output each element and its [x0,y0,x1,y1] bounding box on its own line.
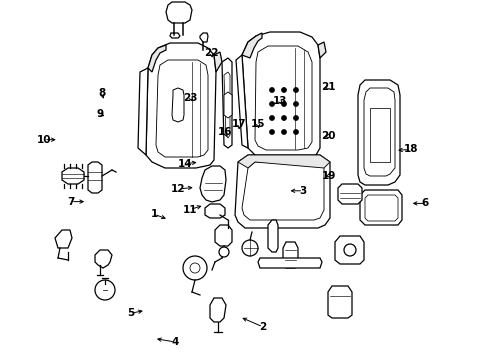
Text: 15: 15 [250,119,265,129]
Polygon shape [236,55,247,148]
Text: 4: 4 [171,337,179,347]
Circle shape [190,263,200,273]
Polygon shape [222,58,231,148]
Text: 16: 16 [217,127,232,138]
Circle shape [281,130,286,135]
Polygon shape [165,2,192,23]
Text: 14: 14 [177,159,192,169]
Circle shape [293,87,298,93]
Polygon shape [359,190,401,225]
Polygon shape [363,88,394,176]
Polygon shape [254,46,311,150]
Polygon shape [170,33,180,38]
Text: 13: 13 [272,96,286,106]
Polygon shape [172,88,183,122]
Polygon shape [242,162,324,220]
Text: 6: 6 [421,198,428,208]
Polygon shape [88,162,102,193]
Polygon shape [334,236,363,264]
Circle shape [269,116,274,121]
Polygon shape [146,43,216,168]
Polygon shape [204,204,224,218]
Text: 20: 20 [321,131,335,141]
Polygon shape [200,33,207,42]
Polygon shape [369,108,389,162]
Circle shape [343,244,355,256]
Polygon shape [267,220,278,252]
Circle shape [293,116,298,121]
Circle shape [269,130,274,135]
Circle shape [293,130,298,135]
Text: 23: 23 [183,93,198,103]
Circle shape [269,87,274,93]
Circle shape [219,247,228,257]
Polygon shape [95,250,112,268]
Polygon shape [224,92,231,118]
Polygon shape [235,155,329,228]
Polygon shape [62,168,84,184]
Polygon shape [242,33,262,58]
Polygon shape [364,195,397,221]
Text: 7: 7 [67,197,75,207]
Text: 9: 9 [96,109,103,120]
Text: 19: 19 [321,171,335,181]
Circle shape [281,116,286,121]
Polygon shape [55,230,72,248]
Circle shape [281,87,286,93]
Text: 12: 12 [171,184,185,194]
Polygon shape [283,242,297,268]
Text: 18: 18 [403,144,417,154]
Polygon shape [214,52,222,72]
Polygon shape [337,184,361,204]
Circle shape [95,280,115,300]
Text: 22: 22 [203,48,218,58]
Circle shape [183,256,206,280]
Polygon shape [327,286,351,318]
Text: 8: 8 [98,88,105,98]
Text: 2: 2 [259,322,266,332]
Circle shape [281,102,286,107]
Polygon shape [242,32,319,160]
Polygon shape [224,72,229,138]
Text: 3: 3 [299,186,306,196]
Polygon shape [317,42,325,58]
Polygon shape [138,68,148,155]
Text: 17: 17 [232,119,246,129]
Polygon shape [209,298,225,322]
Text: 5: 5 [127,308,134,318]
Circle shape [293,102,298,107]
Text: 1: 1 [150,209,157,219]
Text: 11: 11 [182,204,197,215]
Circle shape [269,102,274,107]
Polygon shape [200,166,225,202]
Circle shape [242,240,258,256]
Polygon shape [238,155,329,168]
Polygon shape [258,258,321,268]
Text: 21: 21 [321,82,335,92]
Text: 10: 10 [37,135,51,145]
Polygon shape [148,45,165,72]
Polygon shape [156,60,207,157]
Polygon shape [215,225,231,246]
Polygon shape [357,80,399,185]
